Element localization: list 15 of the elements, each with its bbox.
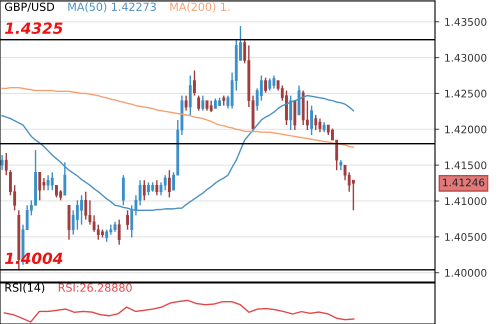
ref-line-label: 1.4325 [5, 22, 63, 34]
text: MA(50) 1.42273 [68, 2, 156, 12]
series-label: RSI:26.28880 [58, 283, 132, 292]
text: MA(200) 1. [170, 2, 230, 12]
y-tick-label: 1.41000 [445, 197, 486, 206]
y-tick-label: 1.43500 [445, 18, 486, 26]
y-tick-label: 1.42000 [445, 126, 486, 134]
chart-title: GBP/USD [4, 2, 54, 12]
y-tick-label: 1.41500 [445, 161, 486, 170]
text: 1.41246 [443, 178, 484, 186]
y-tick-label: 1.40500 [445, 233, 486, 241]
chart-title: RSI(14) [5, 283, 44, 294]
y-tick-label: 1.40000 [445, 268, 486, 277]
y-tick-label: 1.43000 [445, 54, 486, 62]
y-tick-label: 1.42500 [445, 90, 486, 98]
